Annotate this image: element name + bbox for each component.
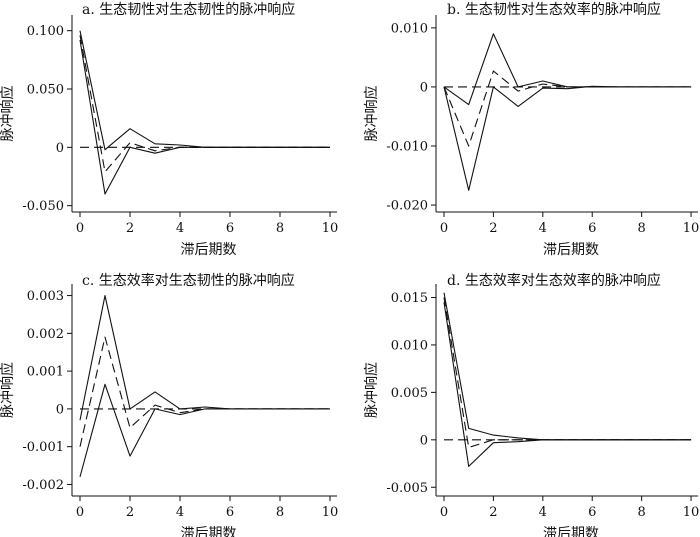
x-tick-label: 0 [76,221,84,236]
y-tick-label: -0.020 [386,199,428,214]
y-axis-label: 脉冲响应 [0,362,16,418]
x-tick-label: 6 [226,221,234,236]
series-line-upper [79,30,330,151]
x-tick-label: 8 [276,221,284,236]
y-tick-label: 0 [420,80,428,95]
y-tick-label: 0.002 [27,327,64,342]
y-tick-label: -0.001 [22,440,64,455]
series-line-upper [79,295,330,421]
x-tick-label: 4 [539,505,547,520]
series-line-lower [79,39,330,195]
panel-title: b. 生态韧性对生态效率的脉冲响应 [447,1,661,18]
panel-title: a. 生态韧性对生态韧性的脉冲响应 [82,1,295,18]
series-line-upper [443,33,692,106]
series-line-lower [79,383,330,478]
y-axis-label: 脉冲响应 [363,86,380,142]
series-line-center [79,35,330,173]
chart-panel-2: 0 2 4 6 8 10 0.010 0 -0.010 -0.020 b. 生态韧性对生态效率的脉冲… [363,1,699,258]
chart-panel-1: 0 2 4 6 8 10 0.100 0.050 0 -0.050 a. 生态韧性对生态韧性的脉冲响… [0,1,338,258]
y-tick-label: 0 [56,402,64,417]
x-tick-label: 2 [489,221,497,236]
y-tick-label: 0.010 [391,21,428,36]
y-axis-label: 脉冲响应 [363,362,380,418]
x-axis-label: 滞后期数 [543,242,599,258]
y-tick-label: -0.005 [386,481,428,496]
series-line-lower [443,302,692,467]
x-tick-label: 8 [638,221,646,236]
y-tick-label: 0.001 [27,365,64,380]
y-tick-label: -0.002 [22,478,64,493]
series-line-center [79,336,330,447]
x-tick-label: 2 [126,221,134,236]
y-tick-label: 0.003 [27,289,64,304]
x-axis-label: 滞后期数 [181,526,237,537]
chart-panel-3: 0 2 4 6 8 10 0.003 0.002 0.001 0 -0.001 -0.002 c. 生态… [0,272,338,537]
x-tick-label: 8 [638,505,646,520]
y-tick-label: 0.005 [391,386,428,401]
series-line-center [443,70,692,147]
y-axis-label: 脉冲响应 [0,86,16,142]
x-tick-label: 10 [683,221,700,236]
x-axis-label: 滞后期数 [181,242,237,258]
x-tick-label: 4 [539,221,547,236]
y-tick-label: 0.100 [27,24,64,39]
x-tick-label: 0 [440,221,448,236]
x-tick-label: 10 [322,221,339,236]
series-line-lower [443,85,692,191]
x-tick-label: 6 [588,221,596,236]
x-axis-label: 滞后期数 [543,526,599,537]
x-tick-label: 2 [126,505,134,520]
x-tick-label: 8 [276,505,284,520]
x-tick-label: 10 [322,505,339,520]
panel-title: d. 生态效率对生态效率的脉冲响应 [447,272,661,289]
y-tick-label: 0 [420,433,428,448]
y-tick-label: -0.050 [22,199,64,214]
y-tick-label: -0.010 [386,139,428,154]
panel-title: c. 生态效率对生态韧性的脉冲响应 [82,272,295,289]
x-tick-label: 2 [489,505,497,520]
x-tick-label: 4 [176,221,184,236]
series-line-center [443,297,692,448]
y-tick-label: 0.015 [391,291,428,306]
y-tick-label: 0 [56,141,64,156]
x-tick-label: 0 [76,505,84,520]
x-tick-label: 6 [588,505,596,520]
x-tick-label: 6 [226,505,234,520]
chart-panel-4: 0 2 4 6 8 10 0.015 0.010 0.005 0 -0.005 d. 生态效率对生态效… [363,272,699,537]
series-line-upper [443,292,692,441]
x-tick-label: 0 [440,505,448,520]
x-tick-label: 4 [176,505,184,520]
x-tick-label: 10 [683,505,700,520]
y-tick-label: 0.010 [391,338,428,353]
y-tick-label: 0.050 [27,83,64,98]
